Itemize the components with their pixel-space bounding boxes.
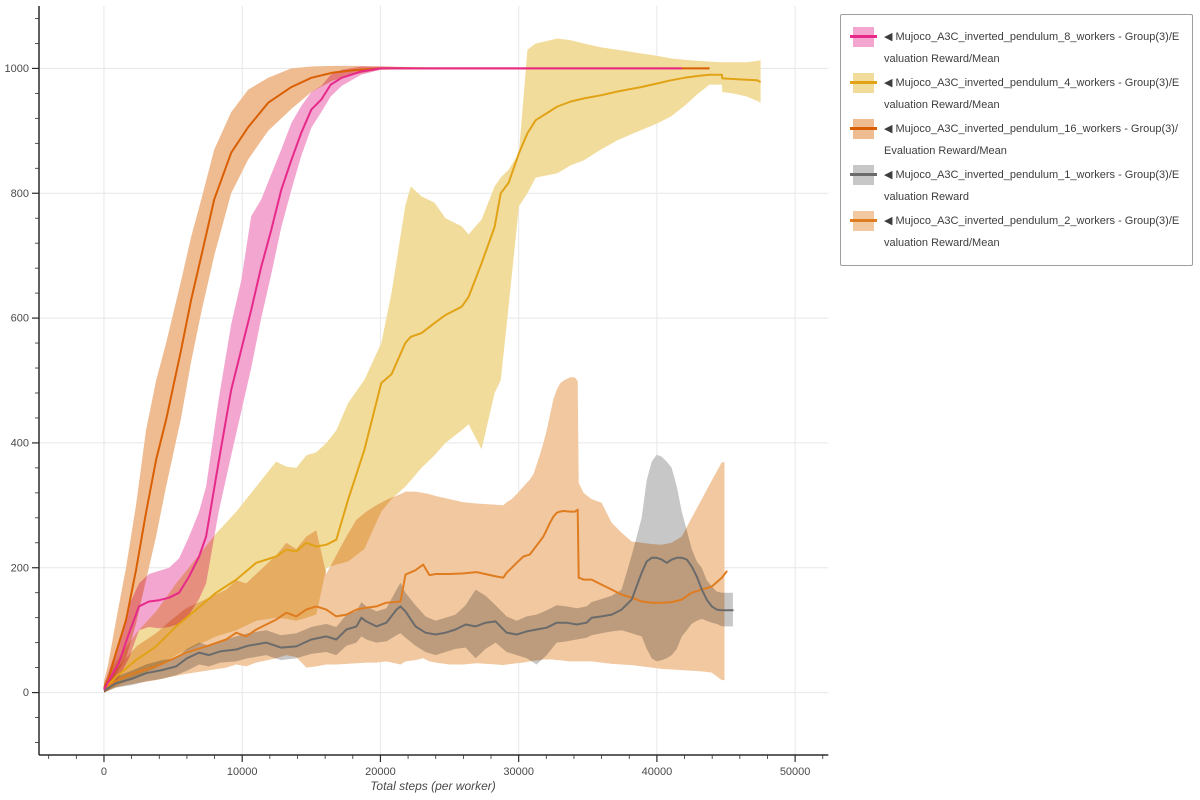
x-tick-label: 0 [101, 766, 107, 778]
x-tick-label: 20000 [365, 766, 396, 778]
legend-label: ◀ Mujoco_A3C_inverted_pendulum_8_workers… [884, 31, 1180, 65]
legend-label: ◀ Mujoco_A3C_inverted_pendulum_16_worker… [884, 123, 1178, 157]
y-tick-label: 600 [11, 313, 29, 325]
y-tick-label: 400 [11, 437, 29, 449]
legend-entry-3[interactable]: ◀ Mujoco_A3C_inverted_pendulum_1_workers… [850, 164, 1180, 208]
y-tick-label: 1000 [5, 63, 29, 75]
legend-swatch-icon [850, 119, 877, 139]
band-Mujoco_A3C_inverted_pendulum_4_workers [104, 38, 761, 693]
legend-label: ◀ Mujoco_A3C_inverted_pendulum_1_workers… [884, 169, 1180, 203]
legend-entry-2[interactable]: ◀ Mujoco_A3C_inverted_pendulum_16_worker… [850, 118, 1180, 162]
legend-swatch-icon [850, 73, 877, 93]
axes [38, 6, 829, 756]
y-tick-label: 0 [23, 687, 29, 699]
line-Mujoco_A3C_inverted_pendulum_8_workers [103, 67, 682, 690]
legend-entry-4[interactable]: ◀ Mujoco_A3C_inverted_pendulum_2_workers… [850, 210, 1180, 254]
x-tick-label: 10000 [227, 766, 258, 778]
band-Mujoco_A3C_inverted_pendulum_1_workers [104, 454, 733, 693]
x-tick-label: 40000 [642, 766, 673, 778]
major-ticks [32, 67, 796, 762]
legend-swatch-icon [850, 165, 877, 185]
legend: ◀ Mujoco_A3C_inverted_pendulum_8_workers… [840, 14, 1193, 266]
legend-swatch-icon [850, 211, 877, 231]
line-Mujoco_A3C_inverted_pendulum_4_workers [103, 73, 762, 691]
legend-label: ◀ Mujoco_A3C_inverted_pendulum_4_workers… [884, 77, 1180, 111]
y-tick-label: 800 [11, 188, 29, 200]
series-layer [103, 38, 762, 693]
legend-entry-0[interactable]: ◀ Mujoco_A3C_inverted_pendulum_8_workers… [850, 26, 1180, 70]
y-tick-label: 200 [11, 562, 29, 574]
minor-ticks [35, 18, 824, 759]
line-Mujoco_A3C_inverted_pendulum_1_workers [103, 556, 734, 692]
line-Mujoco_A3C_inverted_pendulum_16_workers [103, 67, 710, 689]
x-tick-label: 30000 [503, 766, 534, 778]
x-tick-label: 50000 [780, 766, 811, 778]
legend-swatch-icon [850, 27, 877, 47]
line-Mujoco_A3C_inverted_pendulum_2_workers [103, 508, 728, 691]
tick-labels: 0 10000 20000 30000 40000 50000 0 200 400 600 800 1… [5, 63, 811, 778]
legend-label: ◀ Mujoco_A3C_inverted_pendulum_2_workers… [884, 215, 1180, 249]
legend-entry-1[interactable]: ◀ Mujoco_A3C_inverted_pendulum_4_workers… [850, 72, 1180, 116]
x-axis-title: Total steps (per worker) [370, 779, 496, 793]
